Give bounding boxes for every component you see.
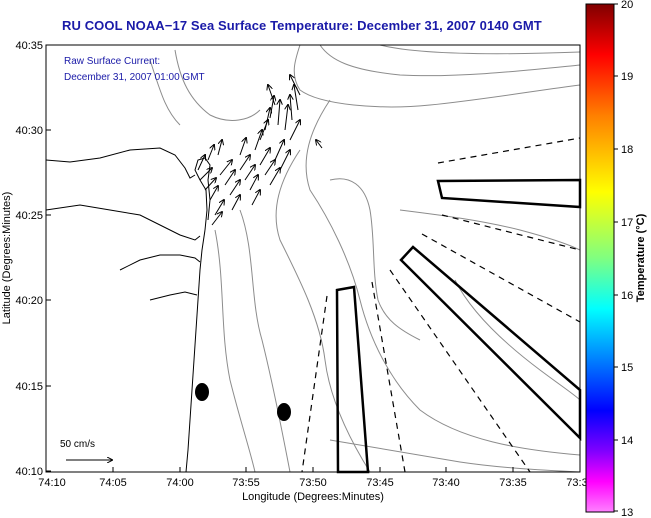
x-tick-label: 73:35 bbox=[499, 477, 527, 489]
colorbar-tick-label: 19 bbox=[621, 71, 633, 83]
current-vector bbox=[294, 85, 299, 111]
colorbar-tick-label: 15 bbox=[621, 362, 633, 374]
coastline-raritan-bay bbox=[46, 147, 196, 179]
current-vector bbox=[217, 140, 222, 156]
colorbar-tick-label: 13 bbox=[621, 507, 633, 518]
current-vectors bbox=[197, 75, 323, 226]
contour-line bbox=[379, 45, 580, 55]
sector-dashed-line bbox=[441, 214, 581, 251]
y-tick-label: 40:10 bbox=[15, 466, 43, 478]
colorbar-tick-label: 18 bbox=[621, 144, 633, 156]
y-axis: 40:35 40:30 40:25 40:20 40:15 40:10 Lati… bbox=[1, 40, 51, 478]
current-vector bbox=[254, 130, 262, 151]
colorbar-label: Temperature (°C) bbox=[635, 213, 647, 302]
current-vector bbox=[249, 175, 258, 191]
current-vector bbox=[316, 140, 323, 149]
current-vector bbox=[251, 190, 260, 206]
sector-dashed-line bbox=[301, 295, 328, 473]
x-tick-label: 73:55 bbox=[232, 477, 260, 489]
current-vector bbox=[219, 160, 232, 176]
coastline-new-jersey bbox=[185, 229, 206, 472]
contour-line bbox=[399, 209, 580, 251]
sector-dashed-line bbox=[421, 233, 581, 323]
current-vector bbox=[278, 100, 280, 126]
plot-area bbox=[46, 45, 580, 472]
x-tick-label: 73:40 bbox=[432, 477, 460, 489]
contour-line bbox=[319, 45, 580, 77]
sector-dashed-line bbox=[389, 269, 531, 473]
coastline-river bbox=[149, 291, 198, 301]
contour-line bbox=[305, 99, 580, 456]
radar-site-marker bbox=[277, 403, 291, 421]
current-vector bbox=[289, 120, 300, 141]
chart-title: RU COOL NOAA−17 Sea Surface Temperature:… bbox=[62, 18, 542, 33]
annotation-line-1: Raw Surface Current: bbox=[64, 56, 160, 67]
y-tick-label: 40:35 bbox=[15, 40, 43, 52]
bathymetry-contours bbox=[149, 45, 580, 472]
x-tick-label: 73:50 bbox=[299, 477, 327, 489]
contour-line bbox=[454, 279, 580, 401]
contour-line bbox=[239, 209, 291, 472]
colorbar: 20 19 18 17 16 15 14 13 Temperature (°C) bbox=[585, 0, 647, 518]
colorbar-tick-label: 17 bbox=[621, 217, 633, 229]
x-tick-label: 74:10 bbox=[38, 477, 66, 489]
x-tick-label: 74:00 bbox=[166, 477, 194, 489]
current-vector bbox=[279, 150, 290, 171]
scale-label: 50 cm/s bbox=[60, 439, 95, 450]
current-vector bbox=[259, 148, 270, 166]
radar-site-marker bbox=[195, 383, 209, 401]
x-tick-label: 73:45 bbox=[366, 477, 394, 489]
current-vector bbox=[290, 75, 301, 96]
current-vector bbox=[269, 168, 280, 186]
current-vector bbox=[197, 155, 205, 171]
current-vector bbox=[231, 195, 240, 211]
colorbar-tick-label: 20 bbox=[621, 0, 633, 11]
current-vector bbox=[199, 168, 212, 181]
x-tick-label: 73:3 bbox=[566, 477, 587, 489]
current-vector bbox=[274, 140, 284, 161]
y-tick-label: 40:15 bbox=[15, 381, 43, 393]
current-vector bbox=[290, 95, 292, 121]
contour-line bbox=[214, 229, 256, 472]
colorbar-fill bbox=[585, 3, 615, 513]
colorbar-tick-label: 16 bbox=[621, 290, 633, 302]
current-vector bbox=[204, 178, 216, 191]
current-vector bbox=[224, 170, 235, 186]
colorbar-tick-label: 14 bbox=[621, 435, 633, 447]
current-vector bbox=[239, 138, 246, 156]
current-vector bbox=[285, 105, 288, 131]
contour-line bbox=[329, 439, 580, 472]
x-tick-label: 74:05 bbox=[99, 477, 127, 489]
current-vector bbox=[207, 145, 214, 161]
contour-line bbox=[275, 149, 371, 472]
coastline-river bbox=[119, 254, 201, 271]
current-vector bbox=[211, 212, 222, 226]
current-vector bbox=[264, 108, 270, 131]
x-axis-label: Longitude (Degrees:Minutes) bbox=[242, 491, 384, 503]
current-vector bbox=[239, 155, 250, 171]
current-vector bbox=[264, 160, 275, 176]
y-tick-label: 40:20 bbox=[15, 295, 43, 307]
coastline-shore bbox=[46, 204, 201, 241]
contour-line bbox=[149, 59, 181, 126]
current-vector bbox=[229, 180, 240, 196]
x-axis: 74:10 74:05 74:00 73:55 73:50 73:45 73:4… bbox=[38, 467, 588, 503]
y-tick-label: 40:25 bbox=[15, 210, 43, 222]
contour-line bbox=[174, 49, 261, 121]
contour-line bbox=[329, 178, 421, 341]
y-tick-label: 40:30 bbox=[15, 125, 43, 137]
current-vector bbox=[214, 200, 224, 216]
sector-dashed-line bbox=[437, 137, 581, 164]
current-vector bbox=[268, 85, 276, 106]
current-vector bbox=[244, 165, 255, 181]
y-axis-label: Latitude (Degrees:Minutes) bbox=[1, 192, 13, 325]
current-vector bbox=[209, 186, 218, 201]
annotation-line-2: December 31, 2007 01:00 GMT bbox=[64, 72, 205, 83]
